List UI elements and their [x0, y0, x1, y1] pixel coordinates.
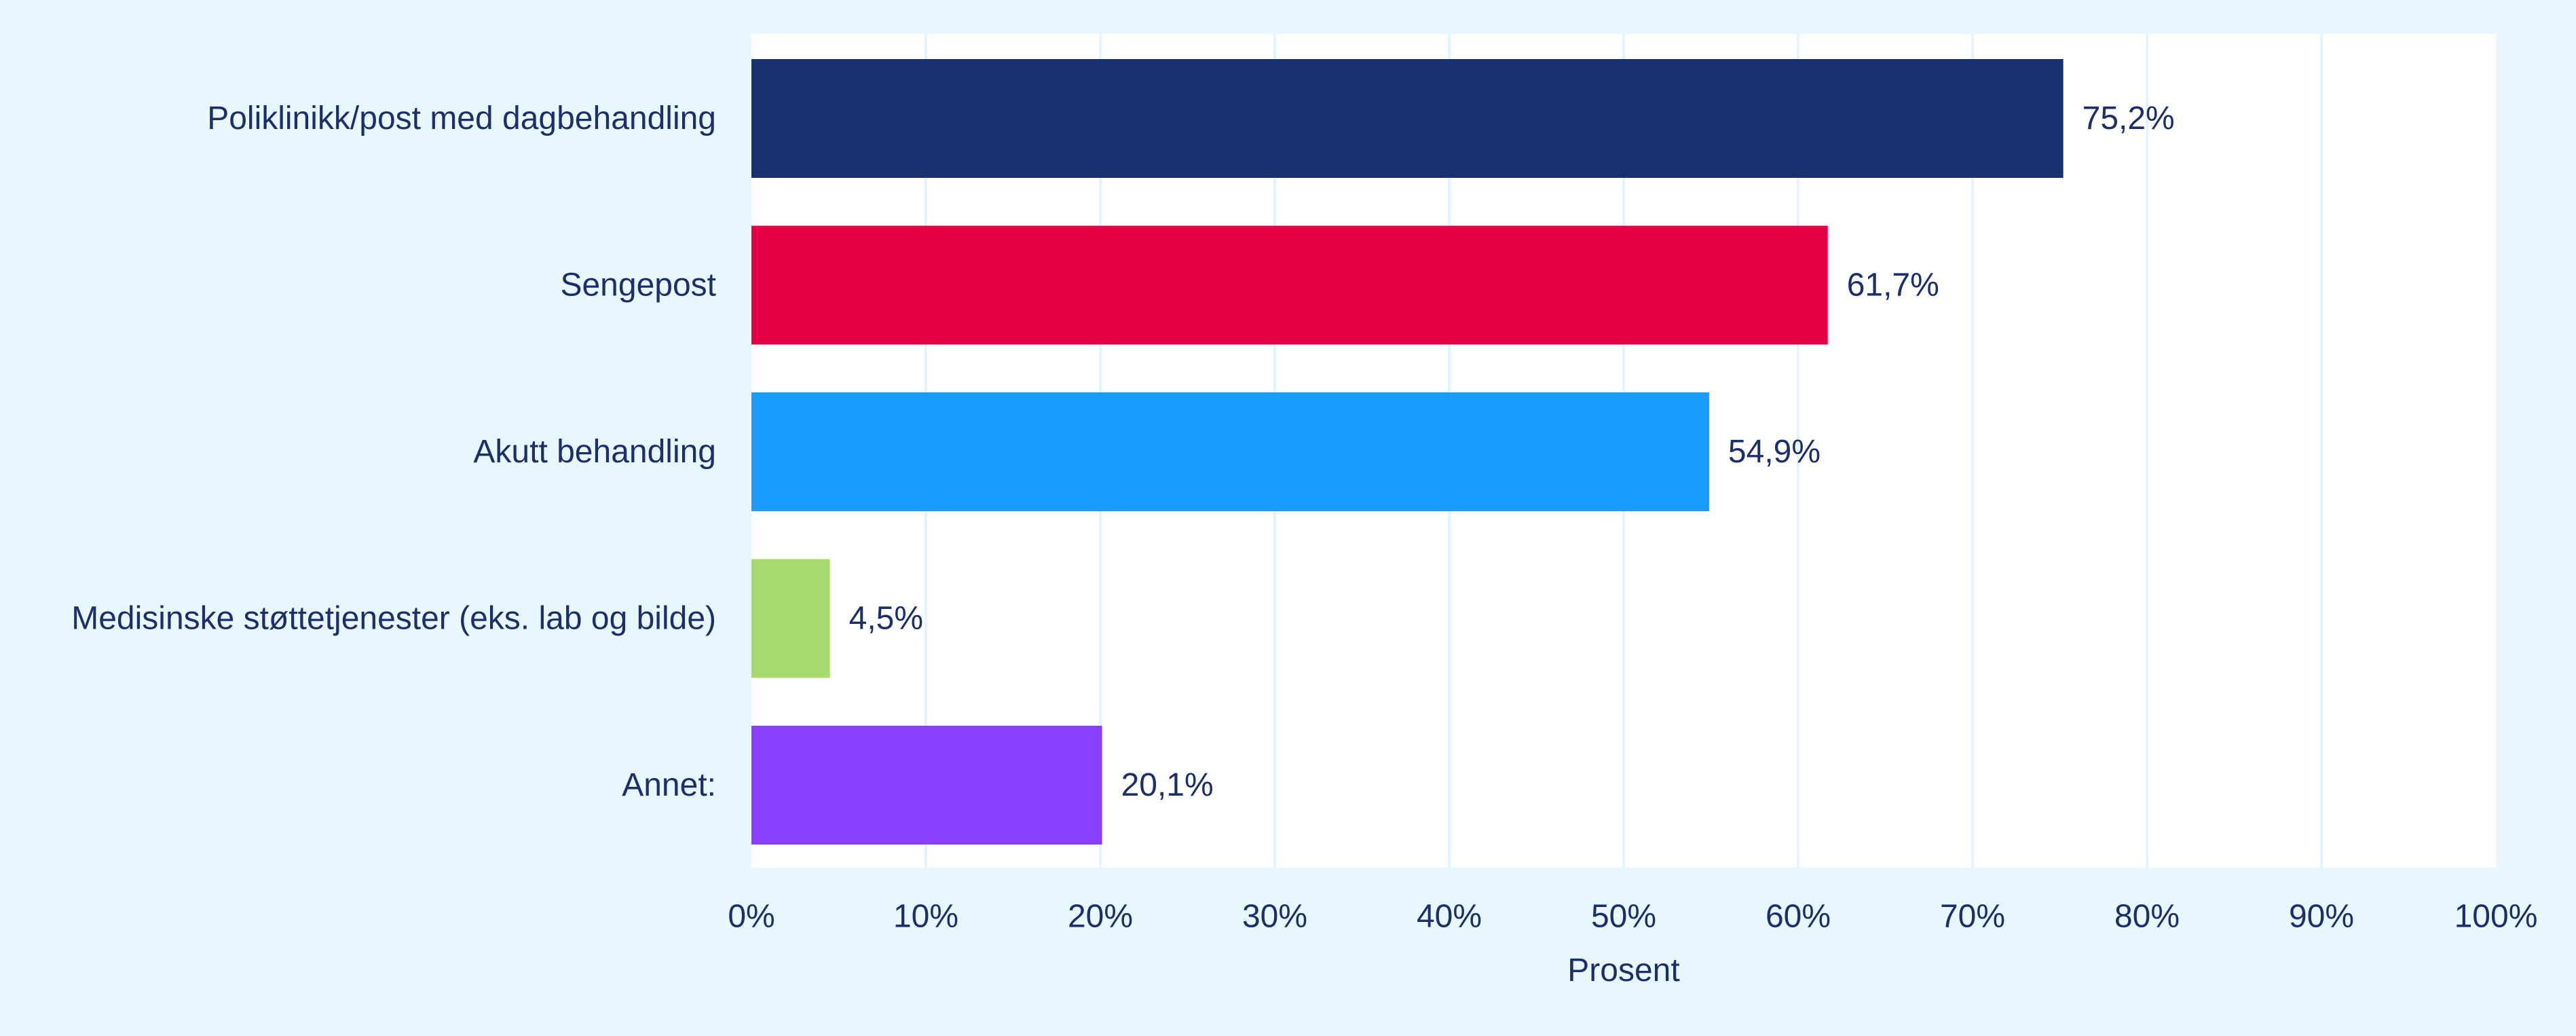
x-axis-title: Prosent [1567, 952, 1679, 988]
x-axis-ticks: 0% 10% 20% 30% 40% 50% 60% 70% 80% 90% 100% [728, 899, 2537, 935]
bars [751, 59, 2064, 845]
category-labels: Poliklinikk/post med dagbehandling Sengep… [71, 100, 716, 803]
x-tick-label: 60% [1766, 899, 1831, 935]
bar [751, 559, 830, 678]
x-tick-label: 50% [1591, 899, 1656, 935]
x-tick-label: 30% [1242, 899, 1307, 935]
value-label: 54,9% [1728, 434, 1821, 470]
category-label: Akutt behandling [473, 434, 716, 470]
bar [751, 225, 1828, 345]
value-label: 75,2% [2083, 100, 2175, 136]
bar [751, 392, 1709, 511]
value-label: 61,7% [1847, 267, 1939, 303]
category-label: Sengepost [560, 267, 716, 303]
bar [751, 59, 2064, 178]
bar [751, 726, 1102, 845]
x-tick-label: 100% [2454, 899, 2538, 935]
x-tick-label: 90% [2289, 899, 2354, 935]
category-label: Annet: [622, 767, 716, 803]
x-tick-label: 70% [1940, 899, 2005, 935]
x-tick-label: 80% [2114, 899, 2180, 935]
value-label: 4,5% [849, 601, 923, 637]
category-label: Medisinske støttetjenester (eks. lab og … [71, 601, 716, 637]
x-tick-label: 10% [893, 899, 958, 935]
x-tick-label: 40% [1417, 899, 1482, 935]
x-tick-label: 20% [1068, 899, 1133, 935]
category-label: Poliklinikk/post med dagbehandling [207, 100, 716, 136]
value-label: 20,1% [1121, 767, 1214, 803]
x-tick-label: 0% [728, 899, 774, 935]
value-labels: 75,2% 61,7% 54,9% 4,5% 20,1% [849, 100, 2175, 803]
